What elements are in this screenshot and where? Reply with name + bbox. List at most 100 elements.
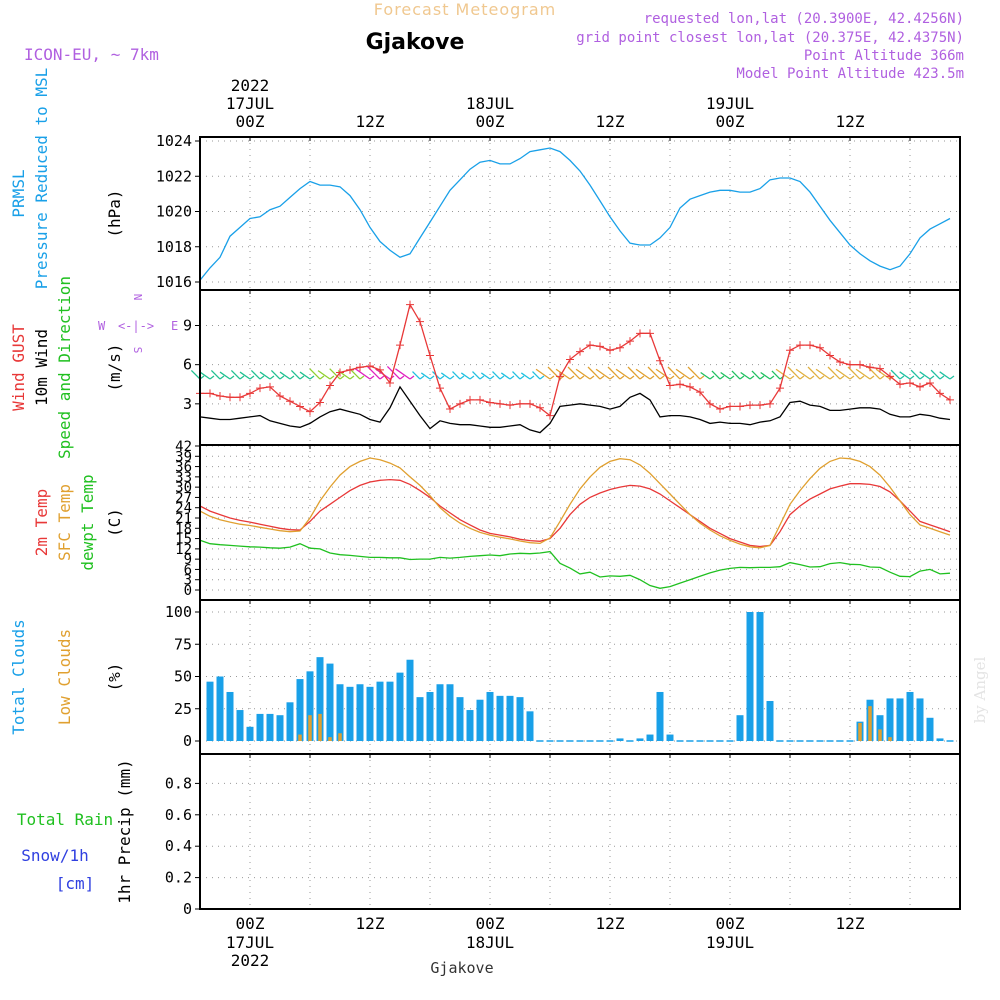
gust-marker [626,337,634,346]
low-cloud-bar [858,722,862,741]
wind-arrow-head [369,375,375,380]
gust-marker [526,399,534,408]
wind-arrow-shaft [329,368,341,380]
gust-marker [696,388,704,397]
wind-arrow-shaft [250,369,261,380]
low-cloud-bar [328,737,332,741]
wind-arrow-shaft [875,368,891,380]
station-title: Gjakove [366,30,465,55]
wind-arrow-head [499,375,505,380]
bottom-tick-label: 00Z [476,914,505,933]
wind-arrow-shaft [412,371,421,380]
wind-arrow-shaft [815,368,831,380]
y-tick-label: 6 [183,356,192,374]
wind-arrow-shaft [279,371,291,380]
top-tick-label: 12Z [356,112,385,131]
gust-marker [616,343,624,352]
gust-marker [506,401,514,410]
panel-frame [199,136,961,291]
wind-arrow-shaft [930,369,941,380]
wind-arrow-head [569,375,575,380]
y-tick-label: 21 [175,511,192,527]
wind-arrow-head [629,375,635,380]
wind-arrow-head [579,375,585,380]
gust-marker [556,372,564,381]
wind-arrow-head [589,375,595,380]
total-cloud-bar [736,715,744,741]
panel-frame [199,753,961,910]
series-line-prmsl [199,147,951,281]
wind-arrow-head [399,375,405,380]
wind-arrow-shaft [460,372,471,380]
total-cloud-bar [236,710,244,741]
gust-marker [536,403,544,412]
panel-frame [199,289,961,446]
wind-arrow-head [759,375,765,380]
bottom-tick-label: 00Z [716,914,745,933]
series-line-dewpt [199,539,951,589]
y-label-line: Total Rain [17,810,113,829]
wind-arrow-head [709,375,715,380]
gust-marker [636,329,644,338]
wind-arrow-head [739,375,745,380]
top-date-label: 17JUL [226,94,274,113]
bottom-tick-label: 00Z [236,914,265,933]
low-cloud-bar [318,713,322,741]
wind-arrow-head [279,375,285,380]
total-cloud-bar [226,691,234,741]
wind-arrow-shaft [899,371,911,380]
wind-arrow-head [429,375,435,380]
gust-marker [396,341,404,350]
wind-arrow-head [409,375,415,380]
total-cloud-bar [376,681,384,741]
total-cloud-bar [386,681,394,741]
wind-arrow-head [239,375,245,380]
gust-marker [606,346,614,355]
gust-marker [846,360,854,369]
y-tick-label: 24 [175,501,192,517]
wind-arrow-shaft [210,369,221,380]
gust-marker [566,355,574,364]
product-title: Forecast Meteogram [374,0,556,19]
y-label-line: dewpt Temp [78,474,97,570]
gust-marker [796,341,804,350]
wind-arrow-head [619,375,625,380]
wind-arrow-head [329,375,335,380]
wind-arrow-head [219,375,225,380]
wind-arrow-shaft [520,372,531,380]
bottom-date-label: 19JUL [706,933,754,952]
gust-marker [816,343,824,352]
gust-marker [656,356,664,365]
bottom-tick-label: 12Z [356,914,385,933]
gust-marker [716,405,724,414]
total-cloud-bar [206,681,214,741]
wind-arrow-head [479,375,485,380]
gust-marker [546,411,554,420]
gust-marker [416,317,424,326]
gust-marker [806,341,814,350]
total-cloud-bar [506,695,514,741]
wind-arrow-head [359,375,365,380]
total-cloud-bar [256,713,264,741]
model-altitude: Model Point Altitude 423.5m [736,66,964,82]
gust-marker [646,329,654,338]
gust-marker [386,378,394,387]
y-unit-label: (hPa) [105,189,124,237]
compass-south: S [131,347,144,354]
wind-arrow-shaft [647,366,661,380]
wind-arrow-shaft [855,368,871,380]
top-tick-label: 00Z [476,112,505,131]
series-line-wind10m [199,385,951,434]
wind-arrow-head [509,375,515,380]
bottom-tick-label: 12Z [596,914,625,933]
total-cloud-bar [436,684,444,741]
wind-arrow-shaft [720,371,731,380]
total-cloud-bar [896,698,904,741]
gust-marker [206,389,214,398]
gust-marker [356,363,364,372]
gust-marker [406,300,414,309]
wind-arrow-shaft [349,368,361,380]
wind-arrow-head [719,375,725,380]
wind-arrow-shaft [587,366,601,380]
